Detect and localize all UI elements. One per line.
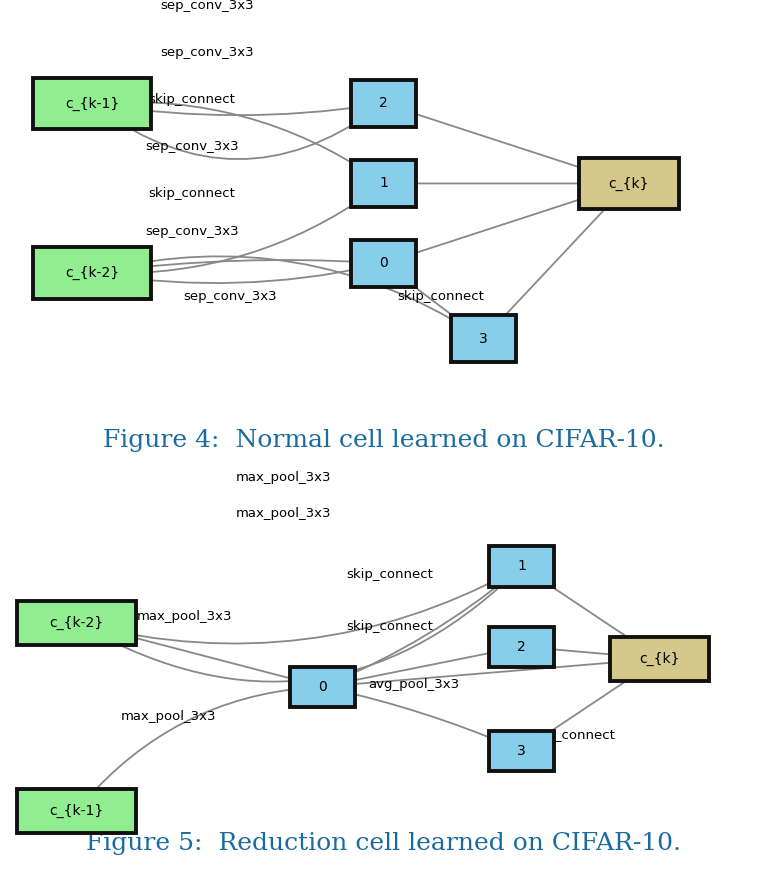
FancyBboxPatch shape [610, 637, 709, 681]
Text: skip_connect: skip_connect [148, 93, 235, 106]
FancyBboxPatch shape [579, 158, 679, 209]
Text: Figure 4:  Normal cell learned on CIFAR-10.: Figure 4: Normal cell learned on CIFAR-1… [103, 429, 664, 451]
Text: skip_connect: skip_connect [347, 619, 433, 632]
Text: sep_conv_3x3: sep_conv_3x3 [145, 225, 239, 238]
Text: max_pool_3x3: max_pool_3x3 [121, 710, 216, 723]
Text: max_pool_3x3: max_pool_3x3 [137, 610, 232, 623]
Text: skip_connect: skip_connect [397, 290, 485, 303]
Text: sep_conv_3x3: sep_conv_3x3 [183, 290, 277, 303]
Text: max_pool_3x3: max_pool_3x3 [236, 471, 331, 484]
FancyBboxPatch shape [351, 160, 416, 207]
Text: 0: 0 [318, 679, 327, 693]
Text: 1: 1 [379, 177, 388, 191]
FancyBboxPatch shape [18, 789, 136, 833]
Text: sep_conv_3x3: sep_conv_3x3 [145, 140, 239, 153]
FancyBboxPatch shape [32, 247, 152, 299]
FancyBboxPatch shape [351, 240, 416, 287]
Text: 3: 3 [517, 744, 526, 758]
Text: Figure 5:  Reduction cell learned on CIFAR-10.: Figure 5: Reduction cell learned on CIFA… [86, 832, 681, 855]
Text: 1: 1 [517, 559, 526, 573]
FancyBboxPatch shape [32, 78, 152, 130]
Text: 2: 2 [379, 97, 388, 111]
Text: 0: 0 [379, 256, 388, 270]
Text: c_{k-1}: c_{k-1} [50, 804, 104, 818]
FancyBboxPatch shape [290, 666, 354, 706]
Text: avg_pool_3x3: avg_pool_3x3 [368, 678, 459, 691]
Text: sep_conv_3x3: sep_conv_3x3 [160, 0, 254, 12]
FancyBboxPatch shape [489, 546, 554, 586]
FancyBboxPatch shape [489, 626, 554, 666]
FancyBboxPatch shape [451, 315, 515, 362]
FancyBboxPatch shape [489, 731, 554, 771]
Text: c_{k-2}: c_{k-2} [50, 616, 104, 630]
Text: skip_connect: skip_connect [148, 187, 235, 200]
FancyBboxPatch shape [351, 80, 416, 127]
Text: c_{k-2}: c_{k-2} [65, 266, 119, 280]
Text: skip_connect: skip_connect [528, 729, 615, 742]
FancyBboxPatch shape [18, 601, 136, 645]
Text: 3: 3 [479, 332, 488, 346]
Text: c_{k}: c_{k} [640, 652, 680, 665]
Text: max_pool_3x3: max_pool_3x3 [236, 508, 331, 520]
Text: c_{k}: c_{k} [609, 176, 649, 191]
Text: skip_connect: skip_connect [347, 568, 433, 580]
Text: sep_conv_3x3: sep_conv_3x3 [160, 46, 254, 59]
Text: c_{k-1}: c_{k-1} [65, 97, 119, 111]
Text: 2: 2 [517, 639, 526, 653]
